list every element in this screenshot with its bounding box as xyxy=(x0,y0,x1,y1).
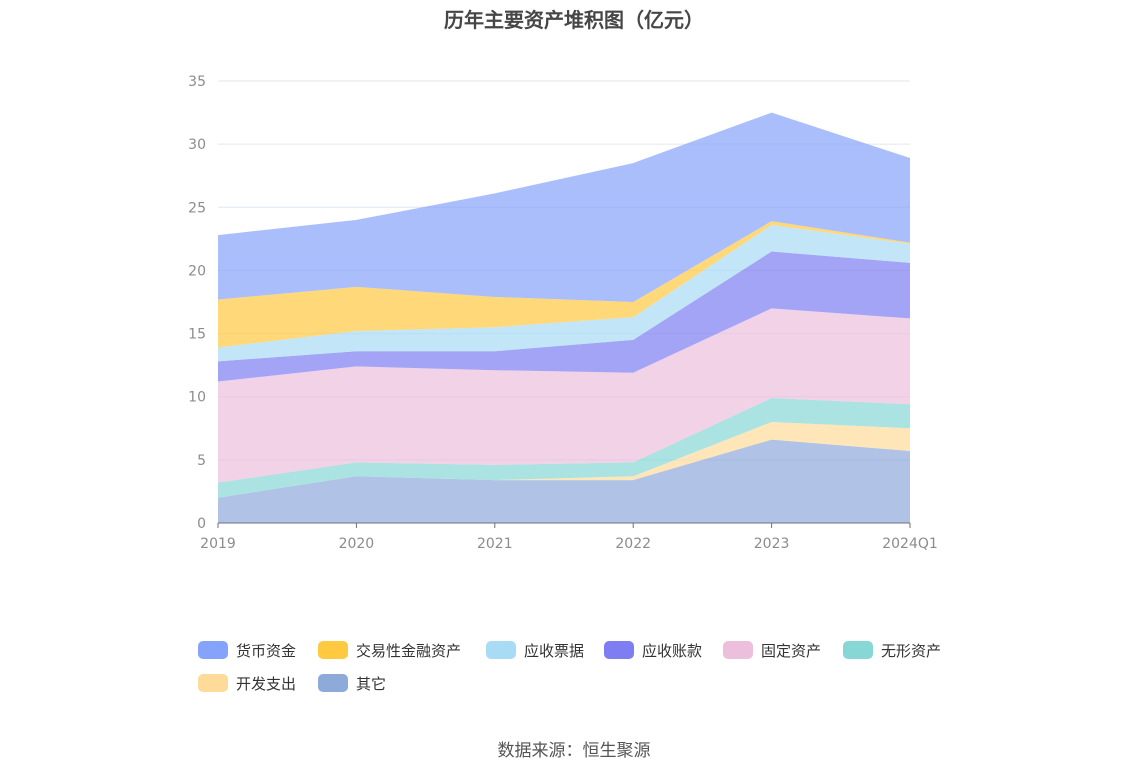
area-series xyxy=(218,439,910,523)
legend-swatch xyxy=(486,641,516,659)
legend-label: 货币资金 xyxy=(236,641,297,660)
x-tick-label: 2020 xyxy=(339,536,375,552)
y-tick-label: 35 xyxy=(188,74,206,90)
legend-item[interactable]: 应收票据 xyxy=(486,636,584,664)
legend-swatch xyxy=(843,641,873,659)
legend-swatch xyxy=(318,674,348,692)
legend-label: 开发支出 xyxy=(236,674,297,693)
legend-label: 应收账款 xyxy=(642,641,703,660)
y-tick-label: 20 xyxy=(188,263,206,279)
legend-swatch xyxy=(604,641,634,659)
y-tick-label: 30 xyxy=(188,137,206,153)
data-source: 数据来源：恒生聚源 xyxy=(497,741,651,761)
legend-item[interactable]: 货币资金 xyxy=(198,636,296,664)
legend-label: 无形资产 xyxy=(881,641,942,660)
legend-swatch xyxy=(198,641,228,659)
legend-swatch xyxy=(318,641,348,659)
area-series xyxy=(218,224,910,362)
legend-swatch xyxy=(723,641,753,659)
y-tick-label: 15 xyxy=(188,327,206,343)
area-series xyxy=(218,112,910,302)
legend-item[interactable]: 其它 xyxy=(318,669,386,697)
x-tick-label: 2021 xyxy=(477,536,513,552)
legend-item[interactable]: 交易性金融资产 xyxy=(318,636,461,664)
x-tick-label: 2019 xyxy=(200,536,236,552)
legend-label: 应收票据 xyxy=(524,641,585,660)
x-tick-label: 2023 xyxy=(754,536,790,552)
y-tick-label: 0 xyxy=(197,516,206,532)
legend-item[interactable]: 固定资产 xyxy=(723,636,821,664)
area-series xyxy=(218,421,910,498)
legend-label: 其它 xyxy=(356,674,387,693)
area-series xyxy=(218,397,910,498)
chart-title: 历年主要资产堆积图（亿元） xyxy=(444,8,704,32)
area-series xyxy=(218,251,910,382)
x-tick-label: 2024Q1 xyxy=(882,536,938,552)
legend-item[interactable]: 开发支出 xyxy=(198,669,296,697)
y-tick-label: 25 xyxy=(188,200,206,216)
stacked-area-chart: 0 5 10 15 20 25 30 35 2019 2020 2021 2022 2023 2024Q1 xyxy=(188,74,938,552)
legend-label: 交易性金融资产 xyxy=(356,641,462,660)
area-series xyxy=(218,308,910,483)
legend-swatch xyxy=(198,674,228,692)
y-tick-label: 5 xyxy=(197,453,206,469)
y-tick-label: 10 xyxy=(188,390,206,406)
area-series xyxy=(218,221,910,348)
legend-item[interactable]: 应收账款 xyxy=(604,636,702,664)
legend-label: 固定资产 xyxy=(761,641,822,660)
x-tick-label: 2022 xyxy=(615,536,651,552)
legend-item[interactable]: 无形资产 xyxy=(843,636,941,664)
